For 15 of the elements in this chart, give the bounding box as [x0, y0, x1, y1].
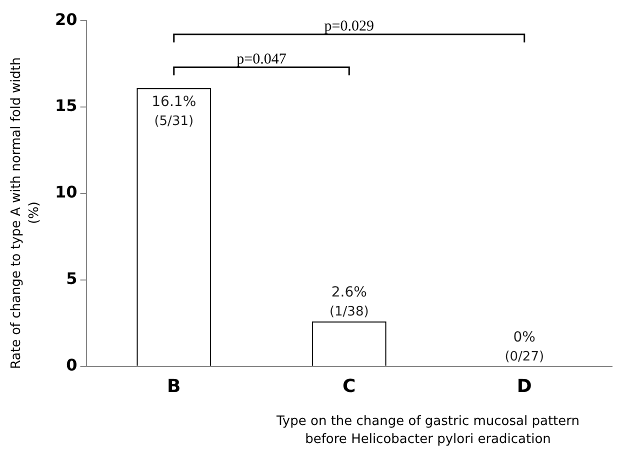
y-axis-title: Rate of change to type A with normal fold width (%): [8, 56, 43, 371]
y-tick-label: 10: [55, 182, 78, 202]
x-tick-label: C: [342, 376, 356, 397]
y-tick-label: 0: [66, 356, 78, 375]
annotation: p=0.029: [324, 18, 374, 34]
y-tick-label: 20: [55, 10, 78, 29]
y-tick-label: 5: [66, 269, 78, 288]
y-tick-label: 15: [55, 96, 78, 116]
data-label: 16.1% (5/31): [152, 94, 196, 130]
x-tick-label: B: [167, 376, 181, 397]
annotation: p=0.047: [236, 51, 287, 68]
data-label: 2.6% (1/38): [329, 284, 369, 320]
x-axis-title: Type on the change of gastric mucosal pattern before Helicobacter pylori eradication: [276, 413, 580, 449]
data-label: 0% (0/27): [504, 329, 544, 364]
x-tick-label: D: [516, 376, 532, 397]
